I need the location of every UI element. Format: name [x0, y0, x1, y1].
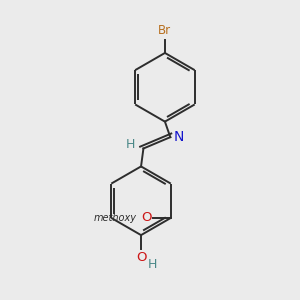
Text: H: H — [126, 138, 135, 152]
Text: O: O — [136, 250, 146, 264]
Text: O: O — [141, 212, 152, 224]
Text: H: H — [148, 257, 157, 271]
Text: methoxy: methoxy — [93, 213, 136, 223]
Text: N: N — [174, 130, 184, 144]
Text: Br: Br — [158, 24, 172, 38]
